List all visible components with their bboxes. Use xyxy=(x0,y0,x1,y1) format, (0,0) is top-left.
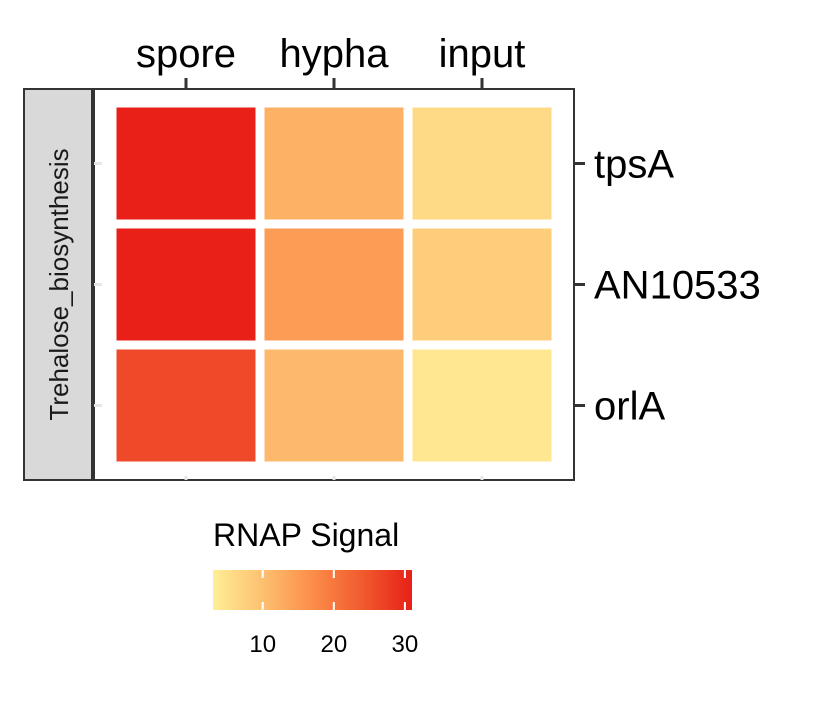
heatmap-cell-tpsA-hypha xyxy=(264,107,404,220)
x-tick-label-hypha: hypha xyxy=(280,32,390,76)
legend: RNAP Signal 10 20 30 xyxy=(213,517,418,658)
heatmap-cell-AN10533-input xyxy=(412,228,552,341)
heatmap-cell-AN10533-hypha xyxy=(264,228,404,341)
legend-ticks: 10 20 30 xyxy=(249,570,418,658)
heatmap-cell-tpsA-input xyxy=(412,107,552,220)
y-tick-label-orlA: orlA xyxy=(594,385,665,429)
heatmap-cell-AN10533-spore xyxy=(116,228,256,341)
legend-tick-label-20: 20 xyxy=(320,631,347,658)
heatmap-cell-orlA-input xyxy=(412,349,552,462)
y-axis: tpsA AN10533 orlA xyxy=(574,143,761,429)
heatmap-cell-orlA-hypha xyxy=(264,349,404,462)
legend-title: RNAP Signal xyxy=(213,517,399,553)
y-tick-label-tpsA: tpsA xyxy=(594,143,674,187)
heatmap-cell-orlA-spore xyxy=(116,349,256,462)
facet-strip xyxy=(23,88,93,481)
heatmap-cells xyxy=(94,107,552,480)
x-tick-label-spore: spore xyxy=(136,32,236,76)
x-tick-label-input: input xyxy=(439,32,526,76)
y-tick-label-AN10533: AN10533 xyxy=(594,264,761,308)
facet-label: Trehalose_biosynthesis xyxy=(44,148,74,420)
heatmap-cell-tpsA-spore xyxy=(116,107,256,220)
x-axis: spore hypha input xyxy=(136,32,525,89)
legend-tick-label-10: 10 xyxy=(249,631,276,658)
legend-tick-label-30: 30 xyxy=(392,631,419,658)
legend-colorbar xyxy=(213,570,412,610)
